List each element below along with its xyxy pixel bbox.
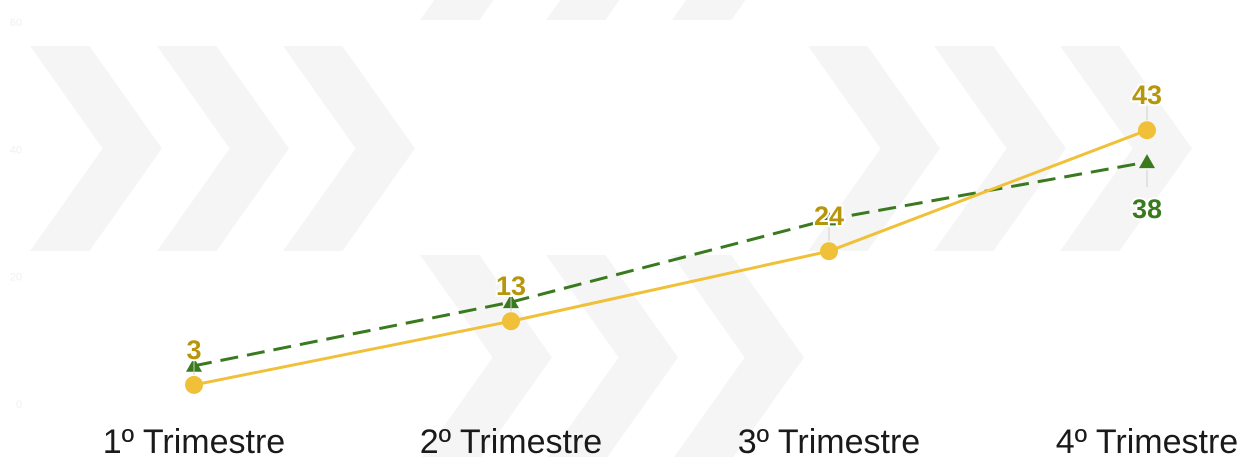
x-tick-label: 2º Trimestre	[420, 423, 602, 457]
series-layer	[185, 121, 1156, 394]
data-label: 13	[496, 271, 526, 301]
chevron-shape	[546, 0, 620, 20]
chevron-shape	[420, 0, 494, 20]
series-2-point	[821, 211, 837, 226]
x-tick-label: 3º Trimestre	[738, 423, 920, 457]
data-label: 3	[186, 335, 201, 365]
chevron-shape	[672, 0, 746, 20]
data-label: 43	[1132, 80, 1162, 110]
chevron-shape	[30, 46, 162, 251]
x-tick-label: 1º Trimestre	[103, 423, 285, 457]
chevron-shape	[672, 255, 804, 457]
chevron-shape	[157, 46, 289, 251]
y-tick-label: 40	[10, 144, 22, 156]
y-tick-label: 60	[10, 17, 22, 29]
series-1-point	[185, 375, 203, 394]
chevron-shape	[283, 46, 415, 251]
background-chevron-pattern	[30, 0, 1192, 457]
data-labels: 3 13 24 43 38	[184, 78, 1164, 375]
series-1	[185, 121, 1156, 394]
y-tick-label: 0	[16, 399, 22, 411]
x-axis-ticks: 1º Trimestre 2º Trimestre 3º Trimestre 4º T…	[103, 423, 1238, 457]
series-1-point	[502, 312, 520, 331]
data-label: 24	[814, 201, 844, 231]
chevron-shape	[808, 46, 940, 251]
chevron-shape	[1060, 46, 1192, 251]
series-1-point	[1138, 121, 1156, 140]
chevron-shape	[546, 255, 678, 457]
x-tick-label: 4º Trimestre	[1056, 423, 1238, 457]
chevron-shape	[420, 255, 552, 457]
y-tick-label: 20	[10, 272, 22, 284]
series-2-point	[1139, 154, 1155, 169]
y-axis-ticks: 0 20 40 60	[10, 17, 22, 411]
series-1-line	[193, 128, 1148, 387]
series-1-point	[820, 242, 838, 261]
data-label: 38	[1132, 194, 1162, 224]
chevron-shape	[934, 46, 1066, 251]
